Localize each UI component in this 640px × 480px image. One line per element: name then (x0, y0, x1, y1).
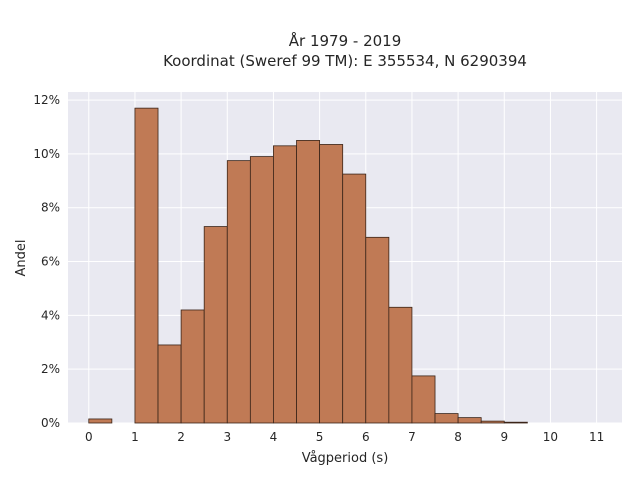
y-tick-label: 6% (41, 255, 60, 269)
x-tick-label: 6 (362, 430, 370, 444)
y-tick-label: 2% (41, 362, 60, 376)
y-tick-label: 12% (33, 93, 60, 107)
histogram-bar (342, 173, 367, 424)
y-tick-label: 4% (41, 308, 60, 322)
histogram-bar (226, 160, 251, 424)
histogram-bar (503, 421, 528, 424)
histogram-bar (296, 140, 321, 424)
y-tick-label: 8% (41, 201, 60, 215)
histogram-bar (434, 413, 459, 424)
plot-area: 0% 2% 4% 6% 8% 10% 12% 0 1 2 3 4 5 6 7 8 9 10 11 (33, 92, 622, 444)
x-tick-label: 0 (85, 430, 93, 444)
histogram-bar (157, 344, 182, 424)
histogram-bar (273, 145, 297, 424)
x-axis-label: Vågperiod (s) (302, 451, 389, 466)
y-axis-label: Andel (14, 240, 29, 277)
x-tick-label: 11 (589, 430, 604, 444)
chart-title-line-2: Koordinat (Sweref 99 TM): E 355534, N 62… (163, 52, 527, 70)
histogram-bar (134, 107, 159, 424)
histogram-bar (88, 418, 113, 424)
x-tick-label: 5 (316, 430, 324, 444)
x-tick-label: 1 (131, 430, 139, 444)
x-tick-label: 7 (408, 430, 416, 444)
histogram-bar (365, 236, 390, 424)
x-tick-label: 8 (454, 430, 462, 444)
histogram-bar (388, 306, 413, 424)
x-tick-label: 4 (270, 430, 278, 444)
x-tick-label: 2 (177, 430, 185, 444)
histogram-bar (249, 156, 274, 424)
histogram-bar (480, 420, 505, 424)
histogram-bar (411, 375, 436, 424)
y-tick-label: 10% (33, 147, 60, 161)
x-tick-label: 3 (223, 430, 231, 444)
x-tick-label: 9 (500, 430, 508, 444)
chart-title-line-1: År 1979 - 2019 (289, 31, 402, 50)
y-tick-label: 0% (41, 416, 60, 430)
x-tick-label: 10 (543, 430, 558, 444)
histogram-bar (180, 309, 205, 424)
histogram-bar (203, 226, 228, 424)
histogram-bar (457, 417, 482, 424)
histogram-bar (319, 144, 344, 424)
